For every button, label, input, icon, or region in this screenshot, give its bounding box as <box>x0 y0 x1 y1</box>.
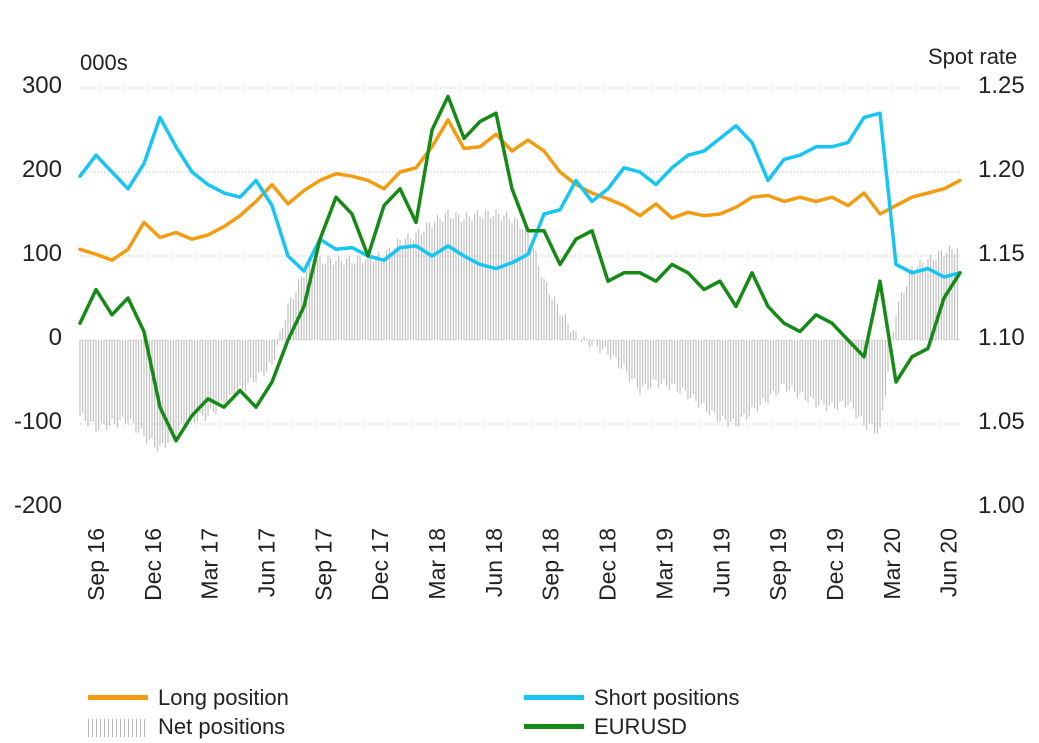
right-tick-label: 1.15 <box>978 240 1025 267</box>
net-positions-bars <box>79 209 958 452</box>
x-tick-label: Dec 17 <box>367 528 393 601</box>
legend-net-swatch <box>88 717 148 737</box>
x-tick-label: Sep 19 <box>765 528 791 601</box>
right-tick-label: 1.10 <box>978 324 1025 351</box>
left-tick-label: -100 <box>13 408 62 435</box>
legend-eurusd: EURUSD <box>524 714 687 740</box>
legend-long-label: Long position <box>158 685 289 710</box>
x-tick-label: Dec 18 <box>595 528 621 601</box>
legend-net: Net positions <box>88 714 285 740</box>
x-tick-label: Dec 19 <box>822 528 848 601</box>
right-tick-label: 1.25 <box>978 72 1025 99</box>
series-lines <box>78 94 962 443</box>
legend-short-swatch <box>524 688 584 708</box>
left-axis-label: 000s <box>80 50 128 75</box>
long-position-line <box>78 118 962 262</box>
x-tick-label: Jun 17 <box>254 528 280 597</box>
short-positions-line <box>78 111 962 279</box>
x-tick-label: Dec 16 <box>140 528 166 601</box>
x-tick-label: Sep 18 <box>538 528 564 601</box>
left-tick-label: 100 <box>21 240 62 267</box>
x-tick-label: Sep 16 <box>83 528 109 601</box>
left-tick-label: 300 <box>21 72 62 99</box>
x-tick-label: Mar 17 <box>197 528 223 600</box>
x-tick-label: Jun 18 <box>481 528 507 597</box>
right-tick-label: 1.05 <box>978 408 1025 435</box>
legend-net-label: Net positions <box>158 714 286 739</box>
legend-eurusd-swatch <box>524 717 584 737</box>
left-tick-label: -200 <box>13 492 62 519</box>
left-tick-label: 0 <box>48 324 62 351</box>
eurusd-line <box>78 94 962 443</box>
right-axis-label: Spot rate <box>928 44 1018 69</box>
legend-long-swatch <box>88 688 148 708</box>
right-tick-label: 1.20 <box>978 156 1025 183</box>
x-tick-label: Mar 19 <box>651 528 677 600</box>
legend-short-label: Short positions <box>594 685 740 710</box>
x-tick-label: Jun 19 <box>708 528 734 597</box>
legend-long: Long position <box>88 685 289 711</box>
x-tick-label: Mar 20 <box>879 528 905 600</box>
legend-eurusd-label: EURUSD <box>594 714 687 739</box>
right-tick-label: 1.00 <box>978 492 1025 519</box>
x-tick-label: Jun 20 <box>936 528 962 597</box>
x-tick-label: Sep 17 <box>310 528 336 601</box>
x-tick-label: Mar 18 <box>424 528 450 600</box>
legend-short: Short positions <box>524 685 740 711</box>
left-tick-label: 200 <box>21 156 62 183</box>
